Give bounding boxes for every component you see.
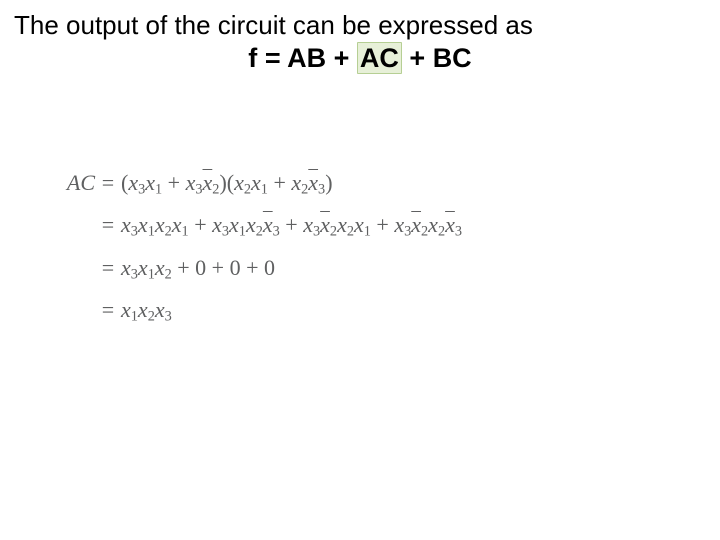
math-term: x3 xyxy=(121,255,138,280)
equals-sign: = xyxy=(95,292,121,327)
math-term: x2 xyxy=(411,212,428,237)
math-text: + xyxy=(268,170,291,195)
eq-term-3: BC xyxy=(433,43,472,73)
math-term: x2 xyxy=(337,212,354,237)
derivation-line: =x3x1x2 + 0 + 0 + 0 xyxy=(25,250,462,286)
math-term: x2 xyxy=(138,297,155,322)
math-term: x1 xyxy=(138,212,155,237)
math-term: x3 xyxy=(445,212,462,237)
eq-plus-2: + xyxy=(409,43,432,73)
slide-title: The output of the circuit can be express… xyxy=(14,10,706,41)
math-term: x2 xyxy=(203,170,220,195)
equals-sign: = xyxy=(95,207,121,242)
main-equation: f = AB + AC + BC xyxy=(14,43,706,74)
math-term: x2 xyxy=(234,170,251,195)
math-term: x2 xyxy=(155,212,172,237)
math-term: x2 xyxy=(320,212,337,237)
math-term: x3 xyxy=(394,212,411,237)
derivation-line: =x3x1x2x1 + x3x1x2x3 + x3x2x2x1 + x3x2x2… xyxy=(25,207,462,243)
math-term: x1 xyxy=(354,212,371,237)
math-term: x3 xyxy=(186,170,203,195)
math-text: + xyxy=(371,212,394,237)
math-term: x3 xyxy=(308,170,325,195)
derivation-lhs: AC xyxy=(25,165,95,200)
eq-plus-1: + xyxy=(334,43,357,73)
math-term: x3 xyxy=(128,170,145,195)
derivation-block: AC=(x3x1 + x3x2)(x2x1 + x2x3)=x3x1x2x1 +… xyxy=(25,165,462,335)
math-term: x3 xyxy=(212,212,229,237)
equals-sign: = xyxy=(95,250,121,285)
math-term: x3 xyxy=(155,297,172,322)
math-text: )( xyxy=(219,170,234,195)
derivation-rhs: x3x1x2x1 + x3x1x2x3 + x3x2x2x1 + x3x2x2x… xyxy=(121,207,462,243)
math-text: + 0 + 0 + 0 xyxy=(172,255,275,280)
slide: The output of the circuit can be express… xyxy=(0,0,720,540)
math-term: x1 xyxy=(138,255,155,280)
math-term: x3 xyxy=(263,212,280,237)
equals-sign: = xyxy=(95,165,121,200)
math-text: + xyxy=(280,212,303,237)
eq-term-1: AB xyxy=(287,43,326,73)
math-term: x1 xyxy=(145,170,162,195)
eq-lhs: f xyxy=(248,43,257,73)
math-text: + xyxy=(189,212,212,237)
math-term: x1 xyxy=(121,297,138,322)
derivation-rhs: (x3x1 + x3x2)(x2x1 + x2x3) xyxy=(121,165,333,201)
math-term: x1 xyxy=(229,212,246,237)
derivation-rhs: x3x1x2 + 0 + 0 + 0 xyxy=(121,250,275,286)
math-term: x2 xyxy=(155,255,172,280)
math-term: x2 xyxy=(291,170,308,195)
math-term: x3 xyxy=(303,212,320,237)
math-term: x3 xyxy=(121,212,138,237)
math-text: + xyxy=(162,170,185,195)
derivation-line: AC=(x3x1 + x3x2)(x2x1 + x2x3) xyxy=(25,165,462,201)
math-term: x1 xyxy=(172,212,189,237)
derivation-line: =x1x2x3 xyxy=(25,292,462,328)
math-term: x1 xyxy=(251,170,268,195)
eq-term-2-highlighted: AC xyxy=(357,42,402,74)
math-term: x2 xyxy=(246,212,263,237)
math-text: ) xyxy=(325,170,332,195)
eq-equals: = xyxy=(265,43,287,73)
math-term: x2 xyxy=(428,212,445,237)
derivation-rhs: x1x2x3 xyxy=(121,292,172,328)
